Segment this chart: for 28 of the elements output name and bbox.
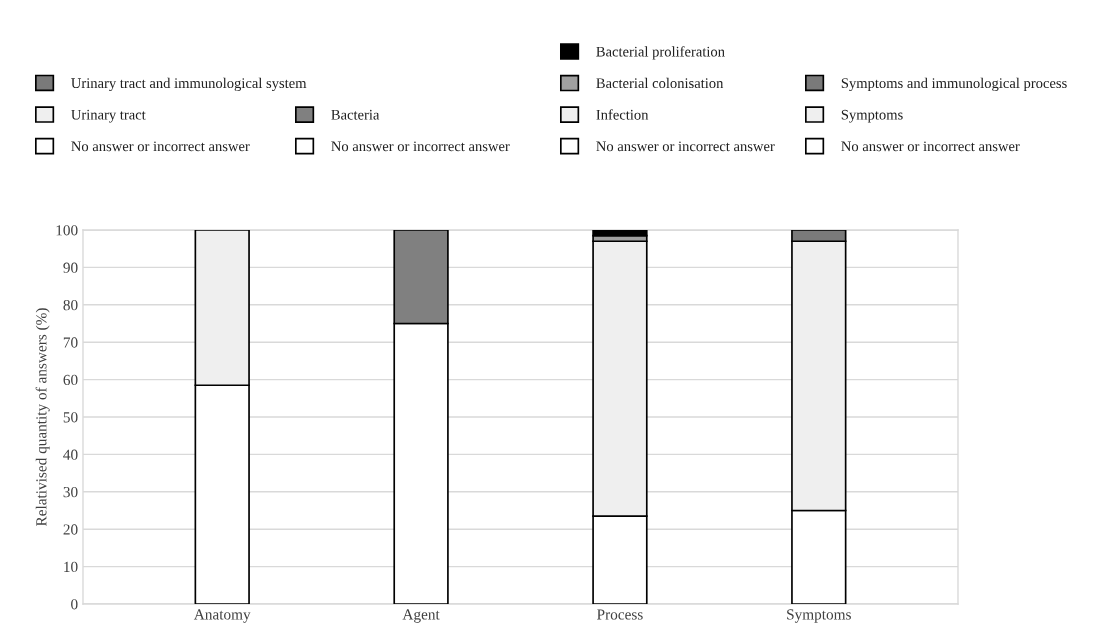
legend-label: Infection xyxy=(596,109,649,120)
legend-label: No answer or incorrect answer xyxy=(596,141,775,152)
legend-label: No answer or incorrect answer xyxy=(841,141,1020,152)
legend-label: Symptoms and immunological process xyxy=(841,77,1067,92)
y-tick-label: 80 xyxy=(63,299,78,311)
legend-label: No answer or incorrect answer xyxy=(71,141,250,152)
y-tick-label: 20 xyxy=(63,524,78,535)
x-tick-label: Agent xyxy=(402,609,440,623)
y-tick-label: 90 xyxy=(63,262,78,273)
y-tick-label: 40 xyxy=(63,449,78,460)
y-tick-label: 10 xyxy=(64,561,78,573)
legend-label: Urinary tract and immunological system xyxy=(71,77,307,92)
legend-label: Bacteria xyxy=(331,109,380,120)
y-tick-label: 60 xyxy=(63,374,78,386)
y-axis-title: Relativised quantity of answers (%) xyxy=(35,308,50,527)
legend-label: Symptoms xyxy=(841,109,903,123)
y-tick-label: 70 xyxy=(63,337,78,348)
y-tick-label: 50 xyxy=(63,412,78,423)
legend-label: Urinary tract xyxy=(71,109,146,123)
legend-label: No answer or incorrect answer xyxy=(331,141,510,152)
y-tick-label: 30 xyxy=(63,486,78,498)
legend-label: Bacterial proliferation xyxy=(596,46,725,60)
y-tick-label: 0 xyxy=(71,599,78,610)
legend-label: Bacterial colonisation xyxy=(596,77,724,89)
x-tick-label: Symptoms xyxy=(787,609,851,623)
x-tick-label: Anatomy xyxy=(193,609,251,623)
y-tick-label: 100 xyxy=(56,225,78,236)
x-tick-label: Process xyxy=(597,609,643,620)
